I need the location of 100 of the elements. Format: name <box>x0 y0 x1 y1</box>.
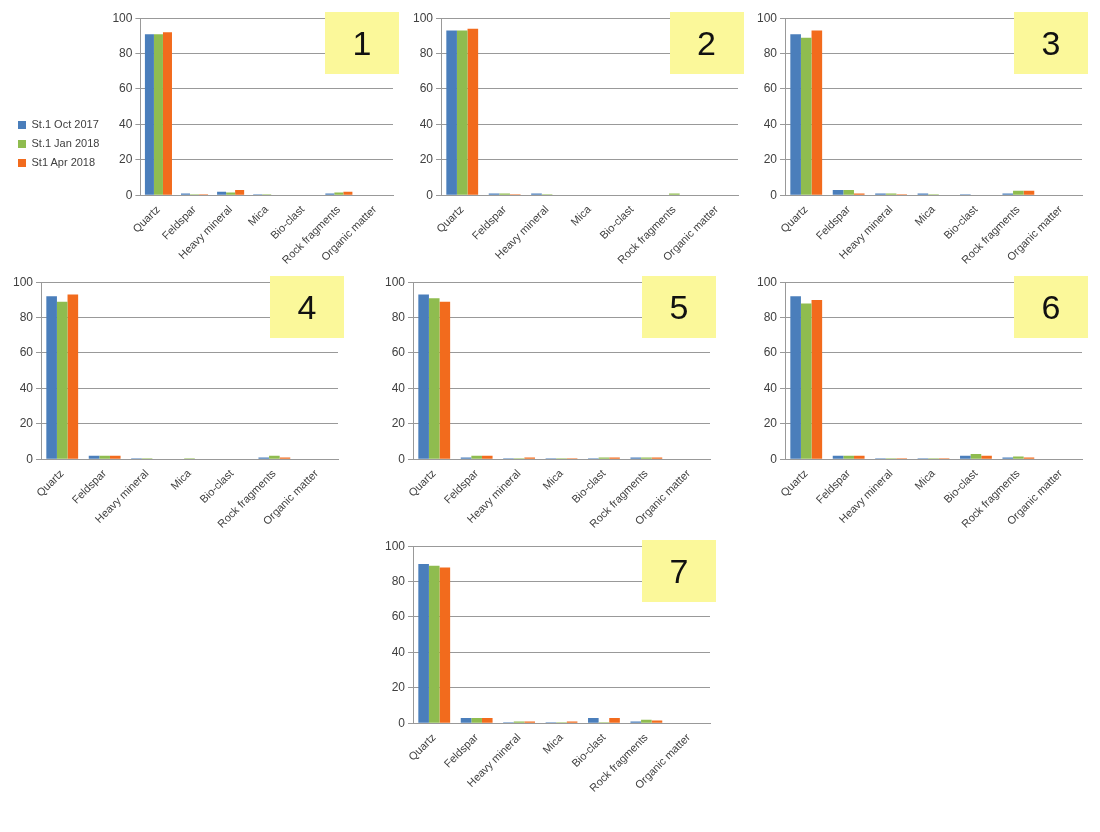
bar <box>960 455 971 459</box>
y-tick-label: 60 <box>391 609 406 624</box>
y-tick-label: 80 <box>763 309 778 324</box>
bar <box>481 717 493 723</box>
y-tick-label: 100 <box>384 274 406 289</box>
y-tick-label: 0 <box>125 187 133 202</box>
bar <box>843 189 854 195</box>
y-tick-label: 40 <box>19 380 34 395</box>
bar <box>153 34 163 195</box>
bar <box>609 717 620 723</box>
bar <box>832 189 844 195</box>
y-tick-label: 80 <box>763 45 778 60</box>
bar <box>226 192 236 195</box>
y-tick-label: 40 <box>419 116 433 131</box>
bar <box>418 294 429 459</box>
bar <box>843 455 854 459</box>
y-tick-label: 80 <box>19 309 34 324</box>
y-tick-label: 0 <box>398 715 406 730</box>
bar <box>99 455 110 459</box>
y-tick-label: 80 <box>119 45 133 60</box>
bar <box>1013 456 1024 459</box>
y-tick-label: 0 <box>26 451 34 466</box>
chart-title: 4 <box>270 276 344 338</box>
bar <box>162 32 172 195</box>
bar <box>1013 190 1024 195</box>
y-tick-label: 40 <box>763 380 778 395</box>
y-tick-label: 100 <box>756 274 778 289</box>
legend-label: St.1 Jan 2018 <box>31 137 100 150</box>
bar <box>1023 190 1035 195</box>
bar <box>144 34 154 195</box>
y-tick-label: 0 <box>398 451 406 466</box>
bar <box>981 455 992 459</box>
chart-title: 3 <box>1014 12 1088 74</box>
bar <box>853 455 865 459</box>
y-tick-label: 20 <box>763 416 778 431</box>
bar <box>217 191 227 195</box>
bar <box>428 298 440 459</box>
y-tick-label: 40 <box>119 116 133 131</box>
y-tick-label: 40 <box>763 116 778 131</box>
chart-title: 7 <box>642 540 716 602</box>
bar <box>467 28 478 195</box>
y-tick-label: 80 <box>391 573 406 588</box>
y-tick-label: 100 <box>756 10 778 25</box>
y-tick-label: 60 <box>419 81 433 96</box>
bar <box>588 717 599 723</box>
bar <box>790 296 801 459</box>
bar <box>88 455 100 459</box>
bar <box>445 30 457 195</box>
chart-title: 2 <box>669 12 744 74</box>
bar <box>109 455 121 459</box>
bar <box>800 303 812 459</box>
y-tick-label: 100 <box>12 274 34 289</box>
bar <box>56 301 68 459</box>
y-tick-label: 60 <box>391 345 406 360</box>
bar <box>811 30 823 195</box>
y-tick-label: 20 <box>763 152 778 167</box>
bar <box>439 567 451 723</box>
bar <box>343 191 353 195</box>
chart-title: 6 <box>1014 276 1088 338</box>
y-tick-label: 60 <box>119 81 133 96</box>
y-tick-label: 60 <box>763 345 778 360</box>
y-tick-label: 80 <box>391 309 406 324</box>
y-tick-label: 80 <box>419 45 433 60</box>
bar <box>46 296 57 459</box>
y-tick-label: 20 <box>391 416 406 431</box>
y-tick-label: 100 <box>384 538 406 553</box>
bar <box>439 301 451 459</box>
y-tick-label: 20 <box>391 680 406 695</box>
chart-title: 1 <box>325 12 399 74</box>
y-tick-label: 40 <box>391 380 406 395</box>
bar <box>235 189 245 195</box>
y-tick-label: 0 <box>770 187 778 202</box>
bar <box>269 455 280 459</box>
y-tick-label: 0 <box>770 451 778 466</box>
bar <box>471 717 482 723</box>
bar <box>428 565 440 723</box>
y-tick-label: 20 <box>419 152 433 167</box>
bar <box>456 30 468 195</box>
y-tick-label: 20 <box>119 152 133 167</box>
bar <box>832 455 844 459</box>
y-tick-label: 100 <box>112 10 133 25</box>
y-tick-label: 60 <box>19 345 34 360</box>
bar <box>641 719 652 723</box>
bar <box>790 34 801 195</box>
bar <box>481 455 493 459</box>
bar <box>471 455 482 459</box>
y-tick-label: 60 <box>763 81 778 96</box>
bar <box>970 453 982 459</box>
bar <box>418 563 429 723</box>
bar <box>800 37 812 195</box>
bar <box>460 717 472 723</box>
legend-label: St1 Apr 2018 <box>31 156 96 169</box>
y-tick-label: 40 <box>391 644 406 659</box>
y-tick-label: 100 <box>412 10 433 25</box>
legend-label: St.1 Oct 2017 <box>31 118 99 131</box>
y-tick-label: 0 <box>425 187 433 202</box>
bar <box>334 192 344 195</box>
y-tick-label: 20 <box>19 416 34 431</box>
chart-title: 5 <box>642 276 716 338</box>
bar <box>811 299 823 459</box>
